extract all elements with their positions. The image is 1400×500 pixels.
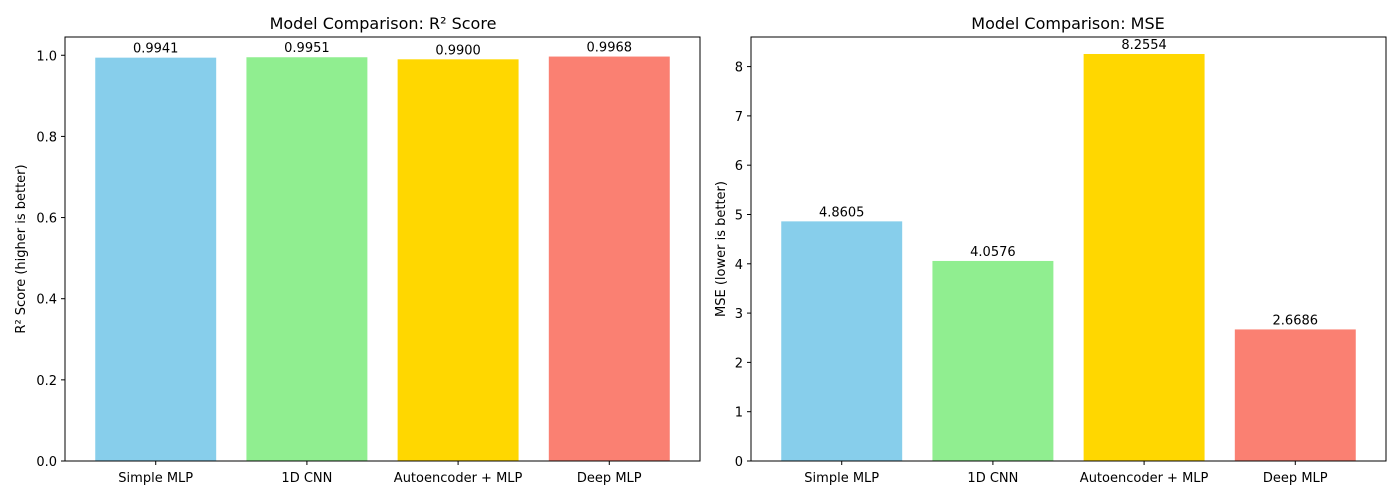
bar xyxy=(246,57,368,461)
x-tick-label: 1D CNN xyxy=(281,471,332,486)
x-tick-label: Autoencoder + MLP xyxy=(394,471,523,486)
y-tick-label: 5 xyxy=(735,208,743,223)
y-tick-label: 6 xyxy=(735,159,743,174)
y-tick-label: 0 xyxy=(735,455,743,470)
y-tick-label: 7 xyxy=(735,110,743,125)
x-tick-label: Deep MLP xyxy=(577,471,642,486)
bar xyxy=(397,59,519,461)
bar-value-label: 0.9951 xyxy=(284,41,330,56)
plot-frame xyxy=(750,36,1387,462)
bar xyxy=(781,221,903,461)
r2-score-chart: Model Comparison: R² Score R² Score (hig… xyxy=(14,14,701,486)
y-tick-label: 1.0 xyxy=(36,49,57,64)
x-tick-label: Simple MLP xyxy=(804,471,879,486)
y-tick-label: 8 xyxy=(735,61,743,76)
y-tick-label: 0.0 xyxy=(36,455,57,470)
bar xyxy=(95,57,217,461)
bar-value-label: 8.2554 xyxy=(1121,38,1167,53)
bar xyxy=(1234,329,1356,461)
y-tick-label: 0.2 xyxy=(36,374,57,389)
y-tick-label: 1 xyxy=(735,406,743,421)
y-axis-label: R² Score (higher is better) xyxy=(14,164,29,333)
y-tick-label: 0.8 xyxy=(36,130,57,145)
y-tick-label: 4 xyxy=(735,258,743,273)
bar-value-label: 0.9968 xyxy=(587,41,633,56)
plot-frame xyxy=(64,36,701,462)
bar-value-label: 4.0576 xyxy=(970,245,1016,260)
y-tick-label: 0.6 xyxy=(36,212,57,227)
chart-title: Model Comparison: MSE xyxy=(971,14,1164,33)
x-tick-label: Deep MLP xyxy=(1263,471,1328,486)
y-tick-label: 3 xyxy=(735,307,743,322)
mse-chart: Model Comparison: MSE MSE (lower is bett… xyxy=(714,14,1387,486)
bar-value-label: 2.6686 xyxy=(1273,313,1319,328)
x-tick-label: Autoencoder + MLP xyxy=(1080,471,1209,486)
bar xyxy=(932,260,1054,461)
y-tick-label: 2 xyxy=(735,356,743,371)
bar xyxy=(1083,53,1205,461)
chart-title: Model Comparison: R² Score xyxy=(270,14,497,33)
bar-value-label: 0.9900 xyxy=(435,43,481,58)
y-tick-label: 0.4 xyxy=(36,293,57,308)
x-tick-label: 1D CNN xyxy=(967,471,1018,486)
bar-value-label: 0.9941 xyxy=(133,42,179,57)
bar-value-label: 4.8605 xyxy=(819,205,865,220)
x-tick-label: Simple MLP xyxy=(118,471,193,486)
bar xyxy=(548,56,670,461)
y-axis-label: MSE (lower is better) xyxy=(714,181,729,317)
